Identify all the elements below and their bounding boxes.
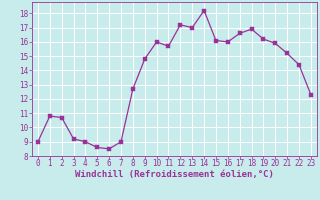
X-axis label: Windchill (Refroidissement éolien,°C): Windchill (Refroidissement éolien,°C) (75, 170, 274, 179)
